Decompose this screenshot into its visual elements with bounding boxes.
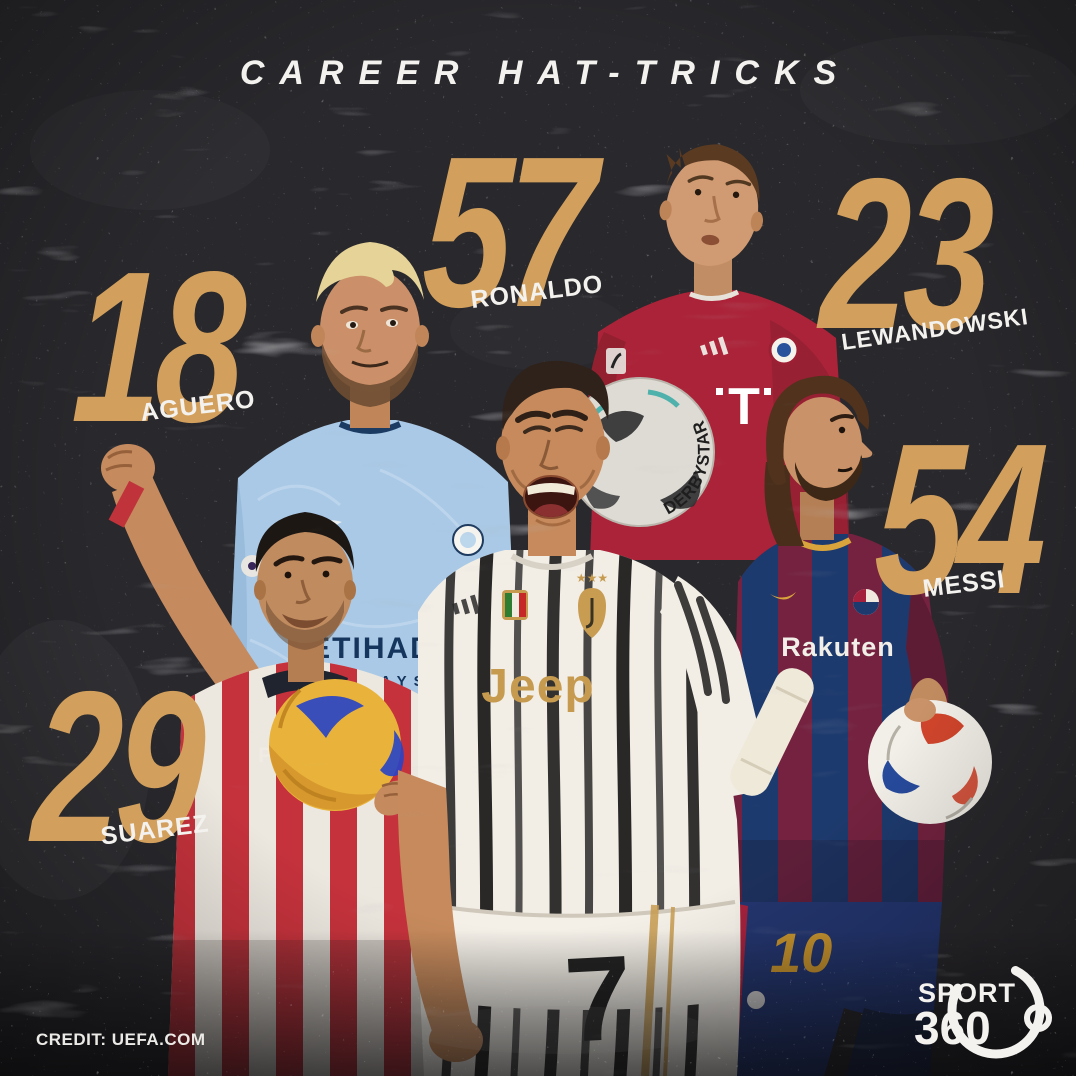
logo-text-sport: SPORT (918, 978, 1016, 1008)
source-credit: CREDIT: UEFA.COM (36, 1030, 206, 1049)
logo-text-360: 360 (914, 1002, 991, 1054)
sport360-logo: SPORT 360 (914, 961, 1052, 1059)
logo-swoosh (947, 961, 1045, 1059)
logo-node (1024, 1004, 1052, 1032)
page-title: CAREER HAT-TRICKS (239, 54, 852, 92)
